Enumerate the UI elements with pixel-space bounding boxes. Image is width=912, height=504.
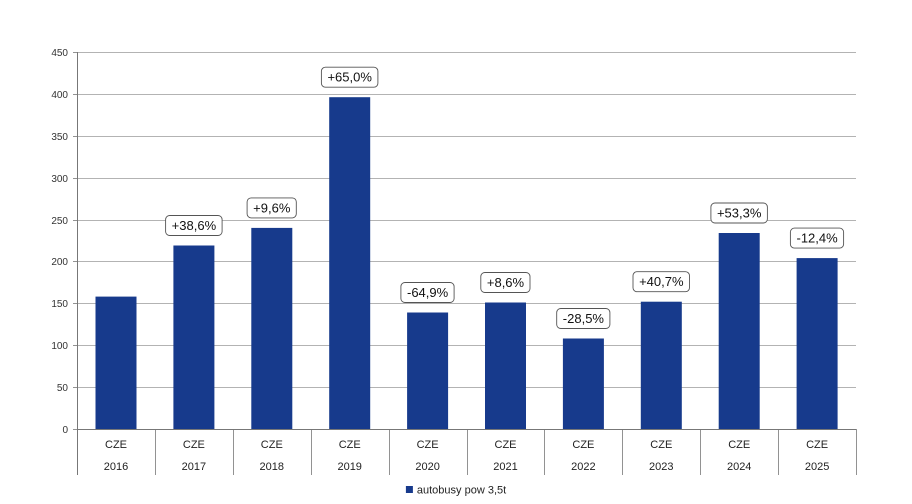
x-tick-label: 2024	[727, 461, 751, 473]
data-label-box	[400, 282, 455, 303]
y-tick-label: 0	[62, 425, 68, 436]
data-label-box	[246, 197, 297, 219]
x-axis-labels: CZE 2016 CZE 2017 CZE 2018 CZE 2019 CZE 2020 CZE 20…	[104, 439, 830, 473]
x-group-label: CZE	[650, 439, 672, 451]
x-group-label: CZE	[417, 439, 439, 451]
data-label-box	[165, 215, 223, 236]
data-label-text: +40,7%	[639, 274, 684, 289]
x-group-label: CZE	[495, 439, 517, 451]
data-labels: +38,6% +9,6% +65,0% -64,9% +8,6% -28,5% +40,7%…	[165, 66, 845, 329]
bar-2023	[640, 301, 682, 429]
bar-2019	[329, 97, 371, 429]
data-label-box	[710, 202, 768, 224]
data-label-box	[480, 272, 531, 293]
y-tick-label: 200	[51, 257, 68, 268]
legend: autobusy pow 3,5t	[405, 485, 506, 497]
data-label-2025: -12,4%	[789, 227, 845, 249]
bar-2017	[173, 245, 215, 429]
data-label-2017: +38,6%	[165, 215, 223, 236]
bar-2016	[95, 296, 137, 429]
y-tick-label: 100	[51, 341, 68, 352]
x-tick-label: 2021	[493, 461, 517, 473]
data-label-text: +38,6%	[172, 218, 217, 233]
x-group-label: CZE	[339, 439, 361, 451]
x-tick-label: 2018	[260, 461, 284, 473]
y-tick-label: 350	[51, 132, 68, 143]
x-group-label: CZE	[105, 439, 127, 451]
y-tick-label: 150	[51, 299, 68, 310]
x-group-label: CZE	[183, 439, 205, 451]
data-label-2018: +9,6%	[246, 197, 297, 219]
bar-2022	[562, 338, 604, 429]
data-label-box	[320, 66, 379, 88]
data-label-2019: +65,0%	[320, 66, 379, 88]
bars	[95, 97, 838, 429]
y-tick-label: 300	[51, 174, 68, 185]
x-tick-label: 2020	[415, 461, 439, 473]
x-tick-label: 2019	[337, 461, 361, 473]
data-label-2022: -28,5%	[556, 308, 611, 329]
legend-item: autobusy pow 3,5t	[405, 485, 506, 497]
x-group-label: CZE	[728, 439, 750, 451]
data-label-text: -64,9%	[407, 285, 449, 300]
bar-2020	[407, 312, 449, 429]
bar-2018	[251, 227, 293, 429]
axes	[77, 52, 857, 475]
legend-label: autobusy pow 3,5t	[417, 485, 506, 497]
x-tick-label: 2022	[571, 461, 595, 473]
data-label-box	[632, 271, 690, 293]
x-tick-label: 2017	[182, 461, 206, 473]
x-tick-label: 2016	[104, 461, 128, 473]
data-label-2024: +53,3%	[710, 202, 768, 224]
bar-2024	[718, 233, 760, 429]
data-label-box	[556, 308, 611, 329]
data-label-2021: +8,6%	[480, 272, 531, 293]
data-label-2023: +40,7%	[632, 271, 690, 293]
x-tick-label: 2025	[805, 461, 829, 473]
x-group-label: CZE	[572, 439, 594, 451]
data-label-text: -12,4%	[796, 231, 838, 246]
y-tick-label: 250	[51, 216, 68, 227]
data-label-2020: -64,9%	[400, 282, 455, 303]
x-tick-label: 2023	[649, 461, 673, 473]
legend-swatch	[405, 486, 413, 493]
x-group-label: CZE	[806, 439, 828, 451]
data-label-text: +65,0%	[327, 70, 372, 85]
data-label-text: +9,6%	[253, 200, 291, 215]
bar-2025	[796, 258, 838, 429]
data-label-text: +53,3%	[717, 206, 762, 221]
y-tick-label: 450	[51, 48, 68, 59]
y-tick-label: 50	[57, 383, 69, 394]
y-axis-ticks: 0 50 100 150 200 250 300 350 400 450	[51, 48, 77, 436]
data-label-text: +8,6%	[487, 275, 525, 290]
y-tick-label: 400	[51, 90, 68, 101]
bar-2021	[485, 302, 526, 429]
x-group-label: CZE	[261, 439, 283, 451]
data-label-text: -28,5%	[563, 311, 605, 326]
data-label-box	[789, 227, 845, 249]
